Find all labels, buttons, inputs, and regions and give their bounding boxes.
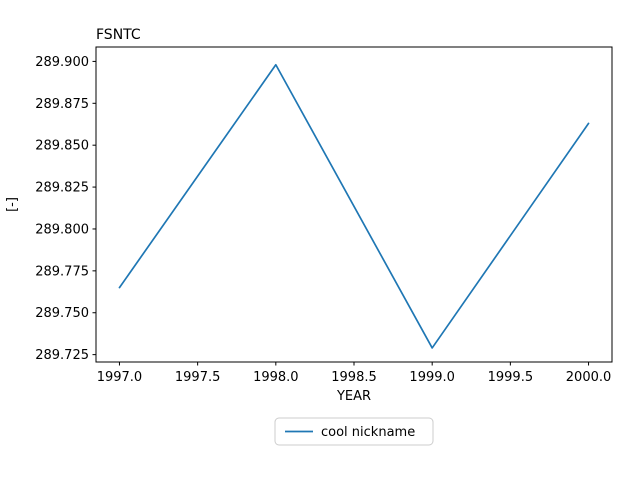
- y-tick-label: 289.725: [35, 348, 89, 363]
- series-line: [118, 63, 590, 349]
- x-tick-label: 1998.5: [331, 370, 377, 385]
- y-tick-label: 289.800: [35, 222, 89, 237]
- x-tick-label: 1998.0: [253, 370, 299, 385]
- y-tick-label: 289.875: [35, 97, 89, 112]
- chart-title: FSNTC: [96, 27, 141, 43]
- x-tick-label: 1999.5: [488, 370, 534, 385]
- x-tick-label: 1999.0: [409, 370, 455, 385]
- x-axis-ticks: 1997.0 1997.5 1998.0 1998.5 1999.0 1999.5 2000…: [97, 362, 612, 385]
- legend-label: cool nickname: [321, 425, 415, 440]
- y-tick-label: 289.850: [35, 139, 89, 154]
- y-axis-label: [-]: [5, 197, 20, 212]
- y-tick-label: 289.775: [35, 264, 89, 279]
- legend: cool nickname: [274, 417, 434, 446]
- x-axis-label: YEAR: [336, 389, 371, 404]
- y-tick-label: 289.750: [35, 306, 89, 321]
- y-tick-label: 289.900: [35, 55, 89, 70]
- x-tick-label: 1997.5: [175, 370, 221, 385]
- legend-box: [274, 417, 434, 446]
- data-series: [118, 63, 590, 349]
- y-tick-label: 289.825: [35, 181, 89, 196]
- plot-area: [95, 46, 613, 363]
- x-tick-label: 1997.0: [97, 370, 143, 385]
- x-tick-label: 2000.0: [566, 370, 612, 385]
- y-axis-ticks: 289.725 289.750 289.775 289.800 289.825 289.8…: [35, 55, 96, 363]
